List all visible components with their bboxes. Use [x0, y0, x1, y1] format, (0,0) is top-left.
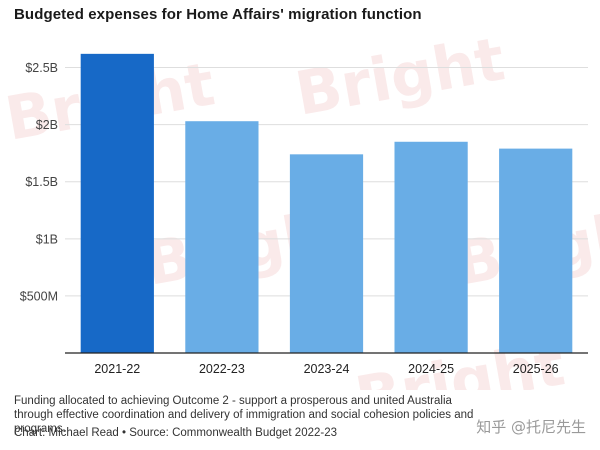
x-tick-label: 2021-22	[94, 362, 140, 376]
y-tick-label: $2B	[36, 118, 58, 132]
chart-caption: Funding allocated to achieving Outcome 2…	[14, 395, 474, 435]
x-tick-label: 2022-23	[199, 362, 245, 376]
bar-2021-22	[80, 53, 154, 354]
y-tick-label: $500M	[20, 289, 58, 303]
y-tick-label: $1B	[36, 232, 58, 246]
bar-2022-23	[185, 121, 259, 353]
bright-watermark: Bright	[290, 24, 509, 129]
chart-title: Budgeted expenses for Home Affairs' migr…	[14, 6, 422, 23]
bar-2024-25	[394, 141, 468, 353]
bar-chart: BrightBrightBrightBrightBright $500M$1B$…	[0, 24, 600, 390]
x-tick-label: 2025-26	[513, 362, 559, 376]
bar-2023-24	[289, 154, 364, 353]
x-tick-label: 2023-24	[304, 362, 350, 376]
y-tick-label: $1.5B	[25, 175, 58, 189]
zhihu-watermark: 知乎 @托尼先生	[476, 418, 586, 436]
chart-credit: Chart: Michael Read • Source: Commonweal…	[14, 427, 338, 439]
bars	[65, 53, 588, 354]
y-tick-label: $2.5B	[25, 61, 58, 75]
x-axis-ticks: 2021-22 2022-23 2023-24 2024-25 2025-26	[94, 362, 558, 376]
bar-2025-26	[499, 148, 573, 353]
x-tick-label: 2024-25	[408, 362, 454, 376]
y-axis-ticks: $500M $1B $1.5B $2B $2.5B	[20, 61, 58, 303]
